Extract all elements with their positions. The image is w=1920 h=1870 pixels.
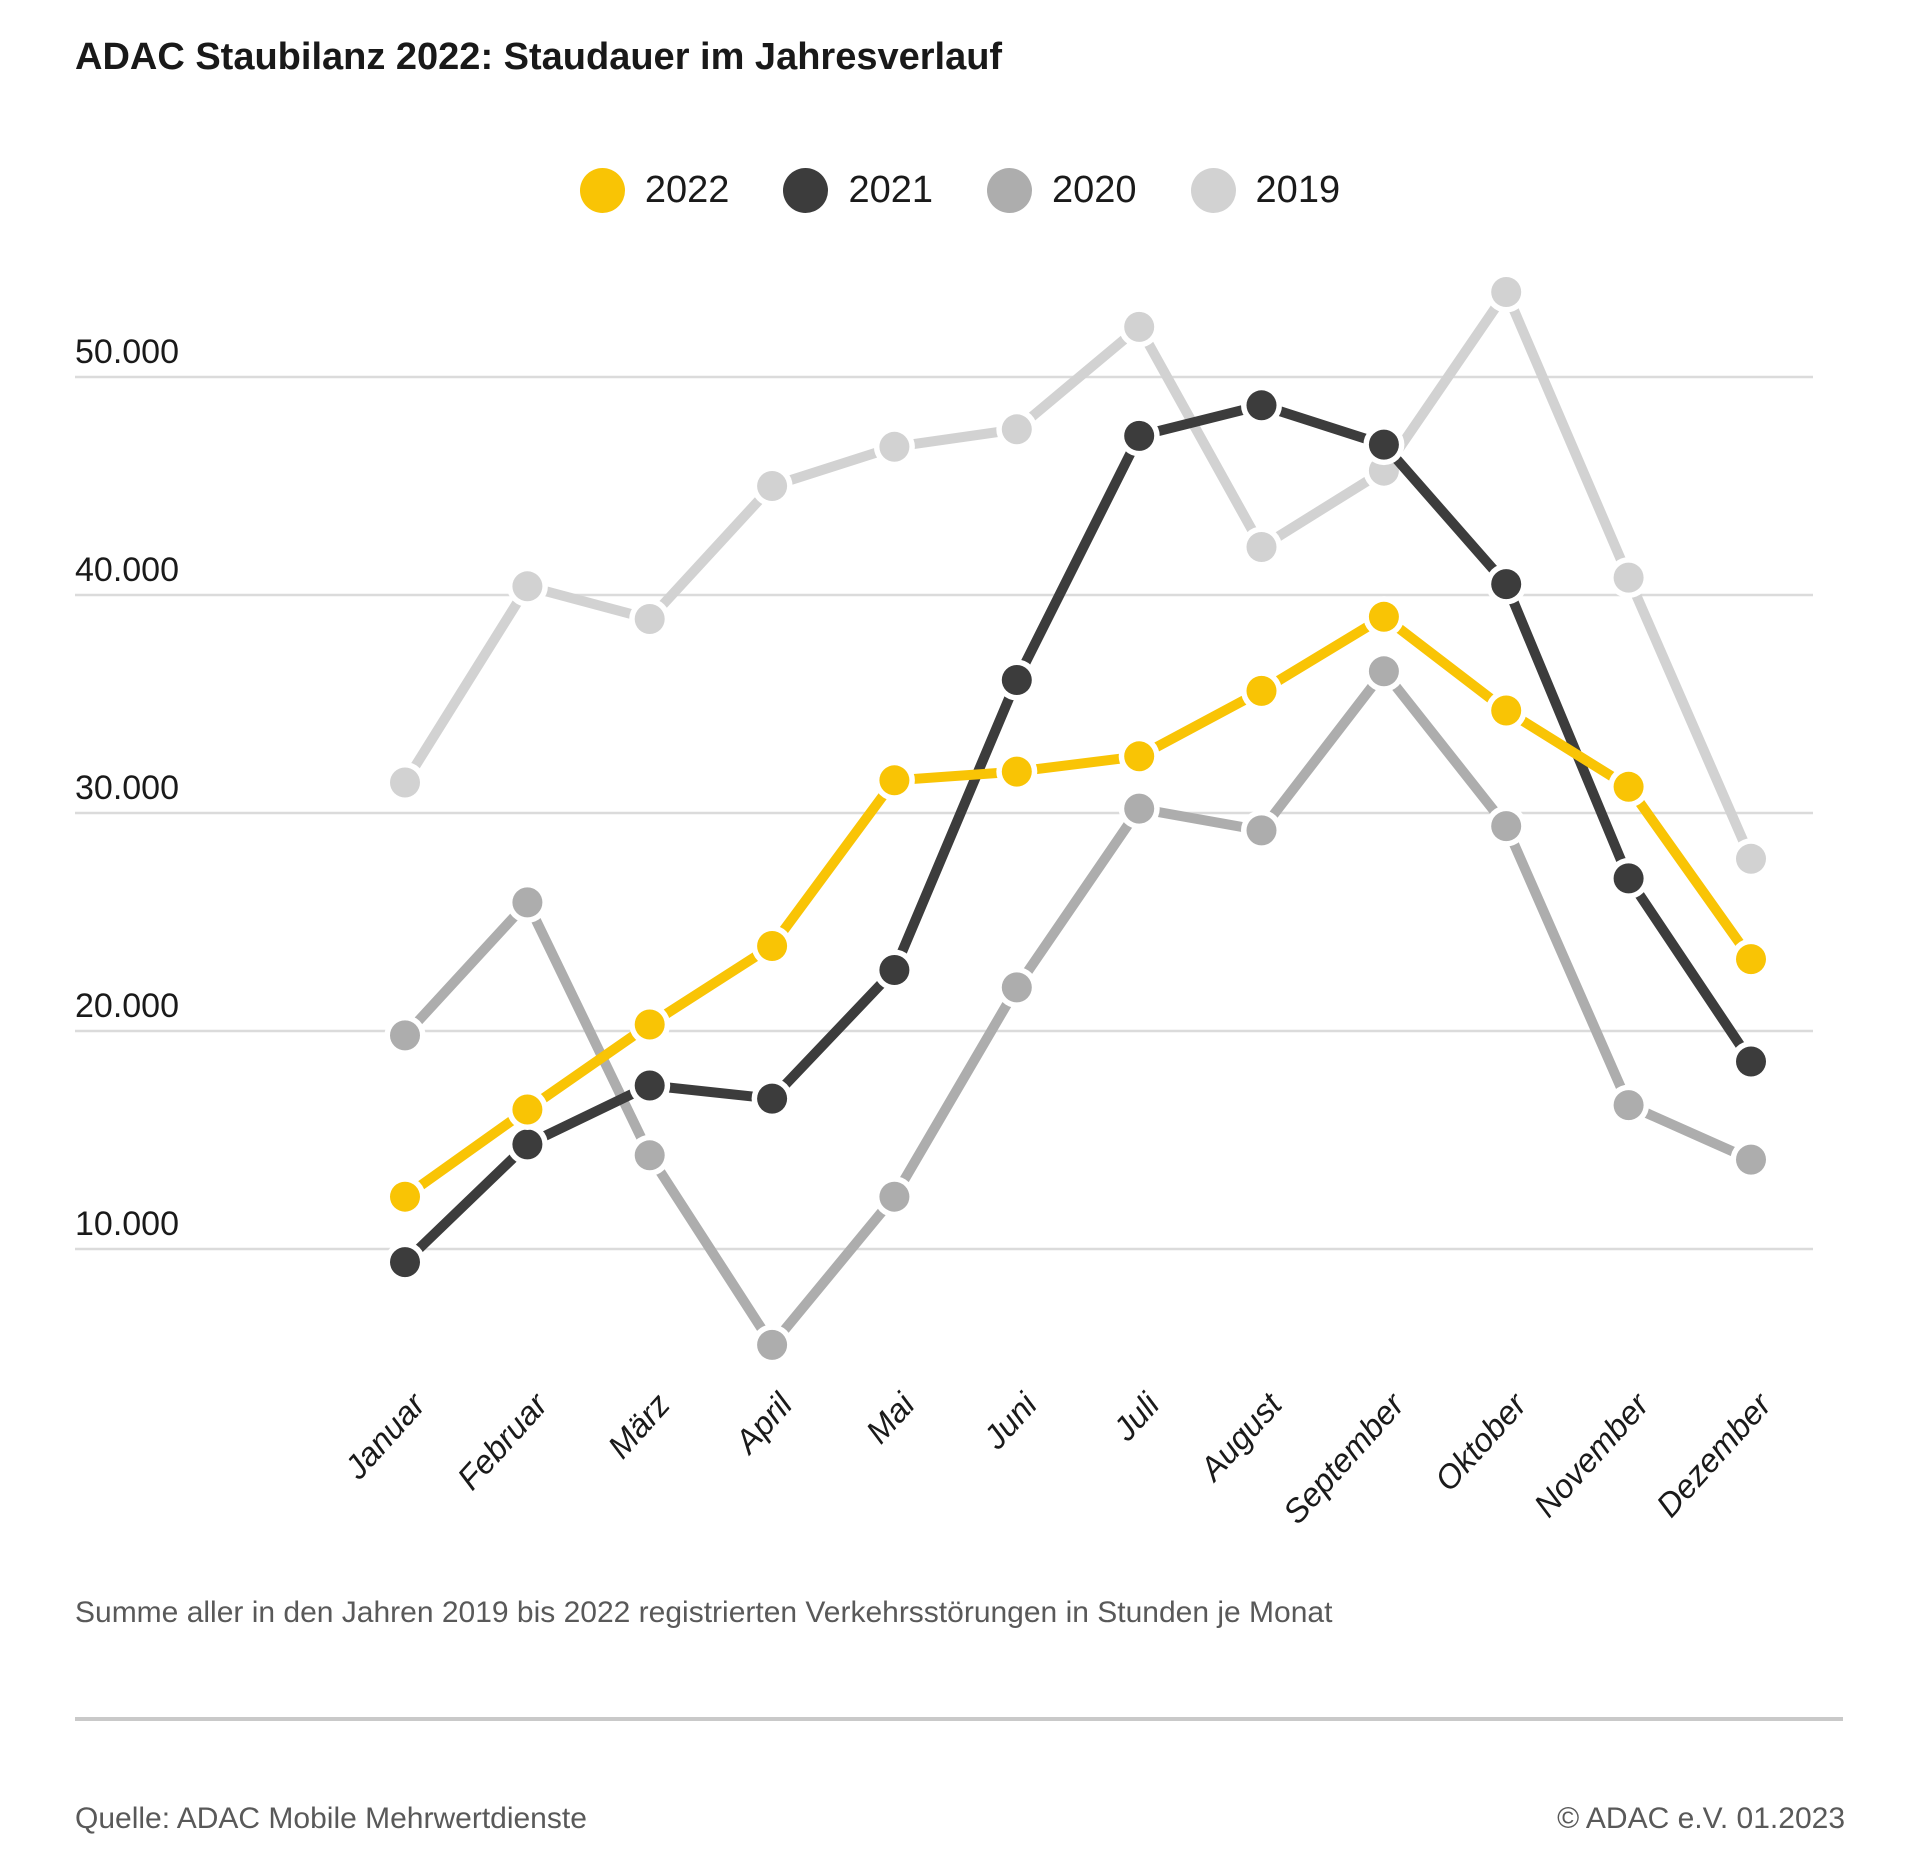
x-tick-label-Mai: Mai <box>859 1385 923 1451</box>
legend-item-2022: 2022 <box>579 168 730 213</box>
marker-2022-Februar <box>512 1094 543 1125</box>
marker-2021-August <box>1246 390 1277 421</box>
y-tick-label-50.000: 50.000 <box>75 333 179 371</box>
marker-2021-Juni <box>1001 665 1032 695</box>
legend-item-2019: 2019 <box>1190 168 1341 213</box>
x-tick-label-März: März <box>600 1386 677 1466</box>
chart-legend: 2022 2021 2020 2019 <box>0 168 1920 213</box>
marker-2022-April <box>757 931 788 961</box>
legend-label-2019: 2019 <box>1255 169 1341 211</box>
marker-2021-Februar <box>512 1129 543 1160</box>
marker-2020-Juli <box>1124 793 1155 824</box>
source-text: Quelle: ADAC Mobile Mehrwertdienste <box>75 1802 587 1835</box>
marker-2020-September <box>1368 656 1399 687</box>
legend-item-2021: 2021 <box>783 168 933 213</box>
y-tick-label-20.000: 20.000 <box>75 987 179 1025</box>
marker-2022-Januar <box>390 1181 420 1212</box>
series-line-2022 <box>402 611 1756 1201</box>
marker-2020-April <box>757 1329 788 1360</box>
marker-2021-Juli <box>1124 420 1155 451</box>
legend-dot-2020 <box>987 168 1032 213</box>
marker-2019-Oktober <box>1491 277 1522 307</box>
x-tick-label-Juni: Juni <box>975 1385 1045 1457</box>
marker-2019-Dezember <box>1736 843 1766 874</box>
x-tick-label-August: August <box>1191 1385 1290 1489</box>
marker-2022-Oktober <box>1491 695 1522 726</box>
marker-2019-April <box>757 471 788 501</box>
marker-2022-August <box>1246 675 1277 706</box>
marker-2022-Juni <box>1001 756 1032 787</box>
marker-2019-Mai <box>879 431 910 462</box>
legend-item-2020: 2020 <box>987 168 1137 213</box>
marker-2021-Januar <box>390 1247 420 1278</box>
marker-2022-Dezember <box>1736 944 1766 975</box>
marker-2020-November <box>1613 1090 1644 1121</box>
legend-dot-2019 <box>1190 168 1236 213</box>
x-tick-label-Oktober: Oktober <box>1427 1384 1534 1497</box>
chart-footer: Quelle: ADAC Mobile Mehrwertdienste © AD… <box>75 1802 1845 1836</box>
legend-dot-2022 <box>579 168 625 213</box>
marker-2020-Oktober <box>1491 811 1522 842</box>
marker-2020-Juni <box>1001 972 1032 1003</box>
y-tick-label-10.000: 10.000 <box>75 1205 179 1243</box>
marker-2019-Juni <box>1001 414 1032 445</box>
marker-2020-Februar <box>512 887 543 918</box>
marker-2022-September <box>1368 601 1399 632</box>
marker-2020-August <box>1246 815 1277 846</box>
x-tick-label-Januar: Januar <box>337 1384 434 1486</box>
x-tick-label-Juli: Juli <box>1105 1385 1167 1449</box>
copyright-text: © ADAC e.V. 01.2023 <box>1557 1802 1845 1835</box>
series-line-2020 <box>401 666 1754 1350</box>
legend-label-2021: 2021 <box>848 169 933 211</box>
legend-label-2022: 2022 <box>644 169 730 211</box>
chart-title: ADAC Staubilanz 2022: Staudauer im Jahre… <box>75 36 1003 78</box>
marker-2019-Januar <box>390 767 420 798</box>
marker-2021-September <box>1368 429 1399 460</box>
y-tick-label-40.000: 40.000 <box>75 551 179 589</box>
marker-2019-Juli <box>1124 311 1155 342</box>
chart-footnote: Summe aller in den Jahren 2019 bis 2022 … <box>75 1596 1333 1629</box>
series-line-2021 <box>401 400 1756 1266</box>
legend-dot-2021 <box>783 168 829 213</box>
marker-2019-August <box>1246 532 1277 562</box>
marker-2019-März <box>634 604 665 634</box>
marker-2021-Mai <box>879 955 910 985</box>
x-tick-label-Februar: Februar <box>450 1384 556 1496</box>
marker-2020-März <box>634 1140 665 1171</box>
y-tick-label-30.000: 30.000 <box>75 769 179 807</box>
x-tick-label-Dezember: Dezember <box>1649 1384 1780 1523</box>
marker-2020-Dezember <box>1736 1144 1766 1175</box>
series-line-2019 <box>400 287 1756 861</box>
marker-2021-April <box>757 1083 788 1114</box>
marker-2019-Februar <box>512 571 543 602</box>
marker-2021-November <box>1613 863 1644 894</box>
marker-2022-März <box>634 1009 665 1040</box>
marker-2022-November <box>1613 771 1644 802</box>
legend-label-2020: 2020 <box>1052 169 1137 211</box>
marker-2022-Mai <box>879 765 910 796</box>
divider-line <box>75 1717 1843 1721</box>
x-tick-label-November: November <box>1526 1384 1657 1523</box>
marker-2020-Mai <box>879 1181 910 1212</box>
marker-2019-November <box>1613 562 1644 593</box>
x-tick-label-April: April <box>726 1385 800 1462</box>
marker-2021-Oktober <box>1491 569 1522 600</box>
marker-2022-Juli <box>1124 741 1155 772</box>
marker-2021-März <box>634 1070 665 1101</box>
marker-2021-Dezember <box>1736 1046 1766 1077</box>
line-chart-canvas: 10.000 20.000 30.000 40.000 50.000 Januar Febr… <box>75 277 1813 1531</box>
marker-2020-Januar <box>390 1020 420 1051</box>
x-tick-label-September: September <box>1276 1384 1413 1530</box>
